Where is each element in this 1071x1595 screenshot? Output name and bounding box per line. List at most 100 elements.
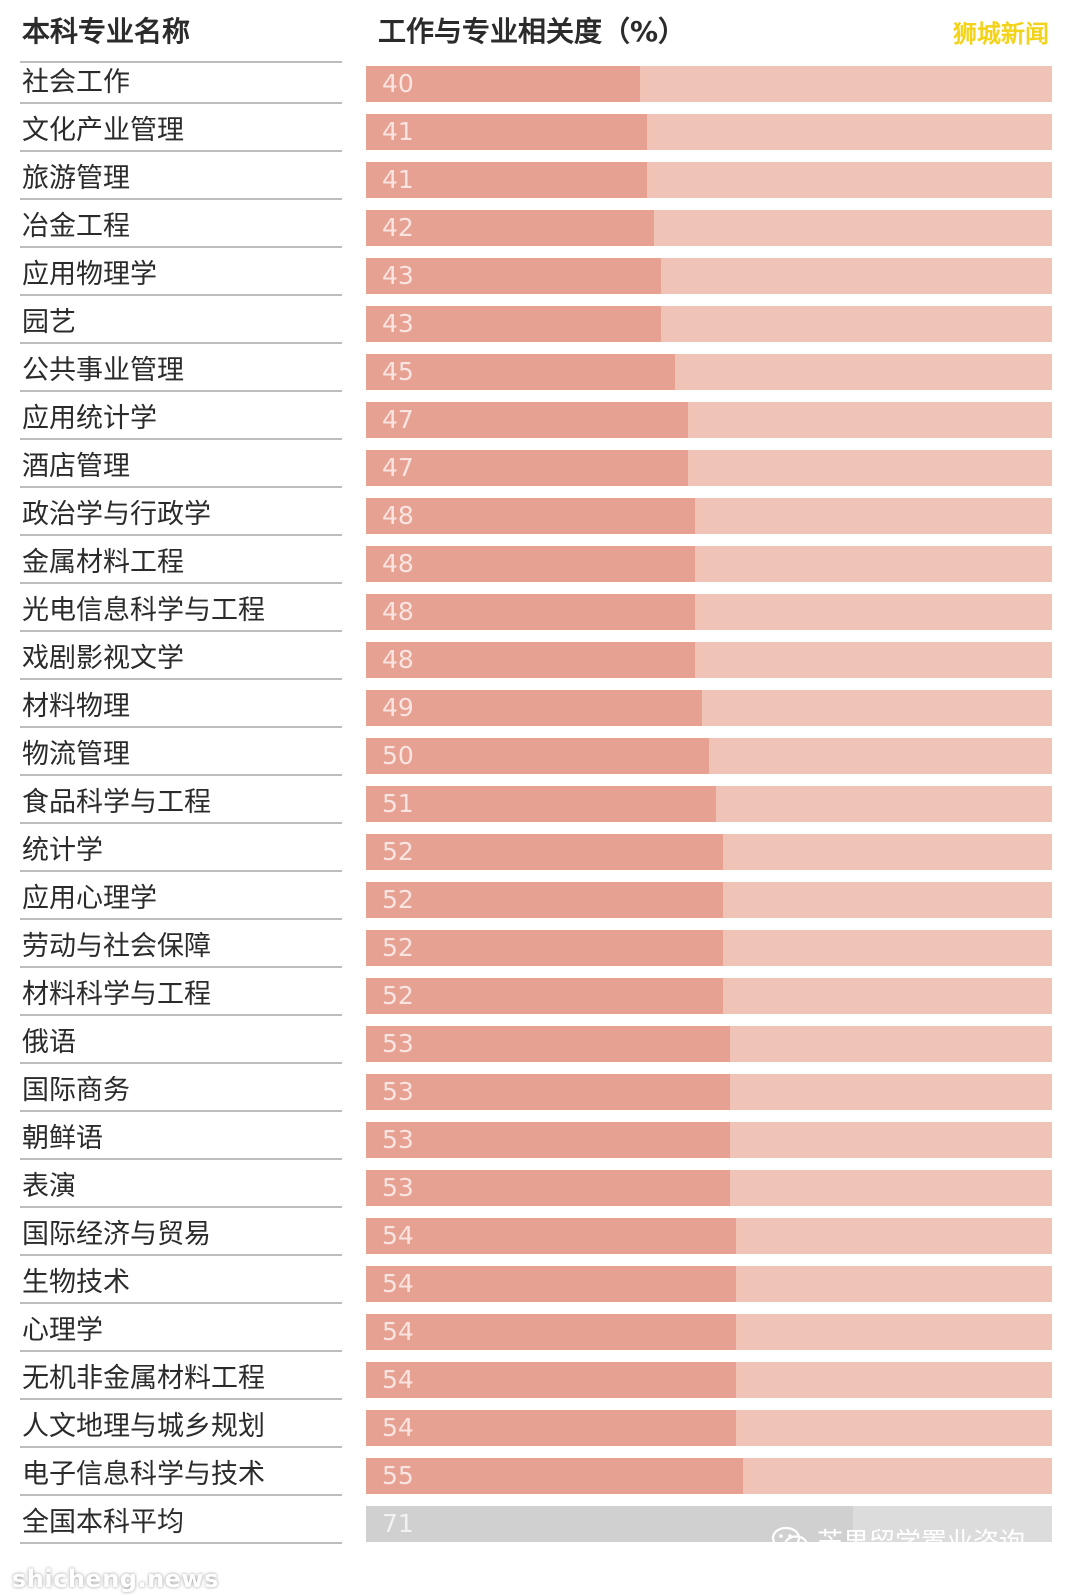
bar-track: 48 — [366, 594, 1052, 630]
bar-track: 45 — [366, 354, 1052, 390]
bar-track: 50 — [366, 738, 1052, 774]
row-divider — [20, 1158, 342, 1160]
bar-value-label: 53 — [382, 1125, 414, 1154]
bar-value-label: 54 — [382, 1317, 414, 1346]
bar-row: 生物技术 54 — [0, 1264, 1071, 1312]
bar-track: 41 — [366, 114, 1052, 150]
category-label: 朝鲜语 — [22, 1123, 103, 1154]
bar-value-label: 43 — [382, 261, 414, 290]
category-label: 心理学 — [22, 1315, 103, 1346]
row-divider — [20, 726, 342, 728]
bar — [366, 738, 709, 774]
bar-row: 应用统计学 47 — [0, 400, 1071, 448]
bar-row: 电子信息科学与技术 55 — [0, 1456, 1071, 1504]
bar-track: 55 — [366, 1458, 1052, 1494]
bar-track: 42 — [366, 210, 1052, 246]
bar-row: 文化产业管理 41 — [0, 112, 1071, 160]
bar — [366, 1266, 736, 1302]
watermark-top: 狮城新闻 — [953, 20, 1049, 48]
bar-track: 52 — [366, 834, 1052, 870]
row-divider — [20, 630, 342, 632]
bar — [366, 1458, 743, 1494]
row-divider — [20, 1254, 342, 1256]
bar — [366, 1122, 730, 1158]
bar-row: 冶金工程 42 — [0, 208, 1071, 256]
bar — [366, 354, 675, 390]
bar-value-label: 55 — [382, 1461, 414, 1490]
bar-row: 材料物理 49 — [0, 688, 1071, 736]
bar-track: 41 — [366, 162, 1052, 198]
bar — [366, 114, 647, 150]
bar-row: 国际商务 53 — [0, 1072, 1071, 1120]
bar-row: 国际经济与贸易 54 — [0, 1216, 1071, 1264]
bar-value-label: 49 — [382, 693, 414, 722]
row-divider — [20, 870, 342, 872]
bar — [366, 882, 723, 918]
bar-track: 40 — [366, 66, 1052, 102]
bar-row: 无机非金属材料工程 54 — [0, 1360, 1071, 1408]
category-label: 戏剧影视文学 — [22, 643, 184, 674]
bar — [366, 594, 695, 630]
category-label: 劳动与社会保障 — [22, 931, 211, 962]
bar-value-label: 48 — [382, 597, 414, 626]
watermark-account-text: 芒果留学置业咨询 — [816, 1528, 1025, 1558]
category-label: 食品科学与工程 — [22, 787, 211, 818]
bar-value-label: 54 — [382, 1413, 414, 1442]
row-divider — [20, 1398, 342, 1400]
bar-row: 应用心理学 52 — [0, 880, 1071, 928]
bar-row: 旅游管理 41 — [0, 160, 1071, 208]
site-watermark: shicheng.news — [12, 1565, 219, 1593]
bar-value-label: 71 — [382, 1509, 414, 1538]
bar-value-label: 52 — [382, 981, 414, 1010]
bar-track: 53 — [366, 1074, 1052, 1110]
bar-track: 54 — [366, 1362, 1052, 1398]
row-divider — [20, 1542, 342, 1544]
bar — [366, 450, 688, 486]
row-divider — [20, 486, 342, 488]
category-label: 物流管理 — [22, 739, 130, 770]
row-divider — [20, 1494, 342, 1496]
bar-row: 公共事业管理 45 — [0, 352, 1071, 400]
bar-value-label: 40 — [382, 69, 414, 98]
row-divider — [20, 822, 342, 824]
bar-track: 53 — [366, 1170, 1052, 1206]
category-label: 园艺 — [22, 307, 76, 338]
row-divider — [20, 582, 342, 584]
bar-value-label: 54 — [382, 1269, 414, 1298]
row-divider — [20, 294, 342, 296]
bar — [366, 930, 723, 966]
bar — [366, 1506, 853, 1542]
bar-row: 物流管理 50 — [0, 736, 1071, 784]
bar-row: 俄语 53 — [0, 1024, 1071, 1072]
bar-track: 47 — [366, 402, 1052, 438]
row-divider — [20, 198, 342, 200]
bar — [366, 786, 716, 822]
bar-value-label: 45 — [382, 357, 414, 386]
bar-track: 54 — [366, 1218, 1052, 1254]
bar-track: 53 — [366, 1026, 1052, 1062]
category-label: 国际经济与贸易 — [22, 1219, 211, 1250]
bar-value-label: 54 — [382, 1365, 414, 1394]
row-divider — [20, 534, 342, 536]
category-label: 表演 — [22, 1171, 76, 1202]
bar-value-label: 53 — [382, 1077, 414, 1106]
wechat-icon — [771, 1526, 809, 1556]
row-divider — [20, 1446, 342, 1448]
bar-track: 51 — [366, 786, 1052, 822]
bar-track: 48 — [366, 642, 1052, 678]
category-label: 公共事业管理 — [22, 355, 184, 386]
column-header-relevance: 工作与专业相关度（%） — [378, 15, 687, 48]
row-divider — [20, 150, 342, 152]
bar-value-label: 52 — [382, 885, 414, 914]
bar-row: 光电信息科学与工程 48 — [0, 592, 1071, 640]
bar-track: 54 — [366, 1314, 1052, 1350]
bar-value-label: 54 — [382, 1221, 414, 1250]
category-label: 政治学与行政学 — [22, 499, 211, 530]
category-label: 国际商务 — [22, 1075, 130, 1106]
bar-row: 劳动与社会保障 52 — [0, 928, 1071, 976]
bar — [366, 1218, 736, 1254]
bar-row: 朝鲜语 53 — [0, 1120, 1071, 1168]
bar-row: 政治学与行政学 48 — [0, 496, 1071, 544]
bar-value-label: 47 — [382, 405, 414, 434]
